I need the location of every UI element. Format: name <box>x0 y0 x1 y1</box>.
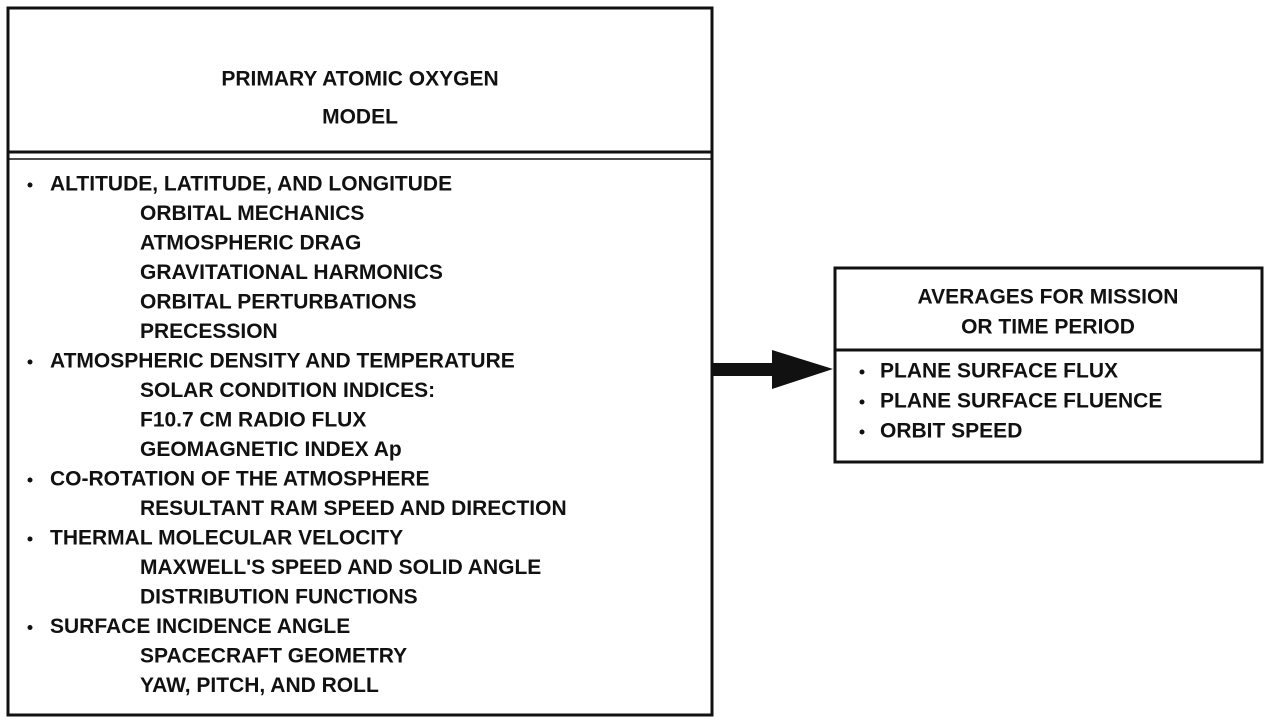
box-title: MODEL <box>322 106 398 129</box>
sub-item: SOLAR CONDITION INDICES: <box>140 379 435 402</box>
bullet <box>27 536 33 542</box>
sub-item: ORBITAL MECHANICS <box>140 202 364 225</box>
sub-item: GRAVITATIONAL HARMONICS <box>140 261 443 284</box>
bullet <box>859 399 865 405</box>
item: PLANE SURFACE FLUX <box>880 360 1118 383</box>
arrow-shaft <box>712 363 778 376</box>
sub-item: ORBITAL PERTURBATIONS <box>140 291 417 314</box>
sub-item: PRECESSION <box>140 320 278 343</box>
sub-item: DISTRIBUTION FUNCTIONS <box>140 586 418 609</box>
box-title: OR TIME PERIOD <box>961 316 1135 339</box>
sub-item: F10.7 CM RADIO FLUX <box>140 409 366 432</box>
bullet <box>859 369 865 375</box>
bullet <box>27 182 33 188</box>
right-box <box>833 266 1264 464</box>
sub-item: SPACECRAFT GEOMETRY <box>140 645 407 668</box>
left-box <box>6 6 714 717</box>
item: SURFACE INCIDENCE ANGLE <box>50 615 350 638</box>
arrow-head <box>772 350 833 389</box>
item: PLANE SURFACE FLUENCE <box>880 390 1162 413</box>
item: ALTITUDE, LATITUDE, AND LONGITUDE <box>50 173 452 196</box>
sub-item: RESULTANT RAM SPEED AND DIRECTION <box>140 497 567 520</box>
item: THERMAL MOLECULAR VELOCITY <box>50 527 403 550</box>
item: ORBIT SPEED <box>880 420 1022 443</box>
box-title: AVERAGES FOR MISSION <box>918 286 1179 309</box>
sub-item: MAXWELL'S SPEED AND SOLID ANGLE <box>140 556 541 579</box>
item: CO-ROTATION OF THE ATMOSPHERE <box>50 468 430 491</box>
sub-item: ATMOSPHERIC DRAG <box>140 232 361 255</box>
bullet <box>859 429 865 435</box>
bullet <box>27 477 33 483</box>
bullet <box>27 359 33 365</box>
sub-item: GEOMAGNETIC INDEX Ap <box>140 438 402 461</box>
bullet <box>27 625 33 630</box>
sub-item: YAW, PITCH, AND ROLL <box>140 674 379 697</box>
item: ATMOSPHERIC DENSITY AND TEMPERATURE <box>50 350 515 373</box>
box-title: PRIMARY ATOMIC OXYGEN <box>221 68 498 91</box>
